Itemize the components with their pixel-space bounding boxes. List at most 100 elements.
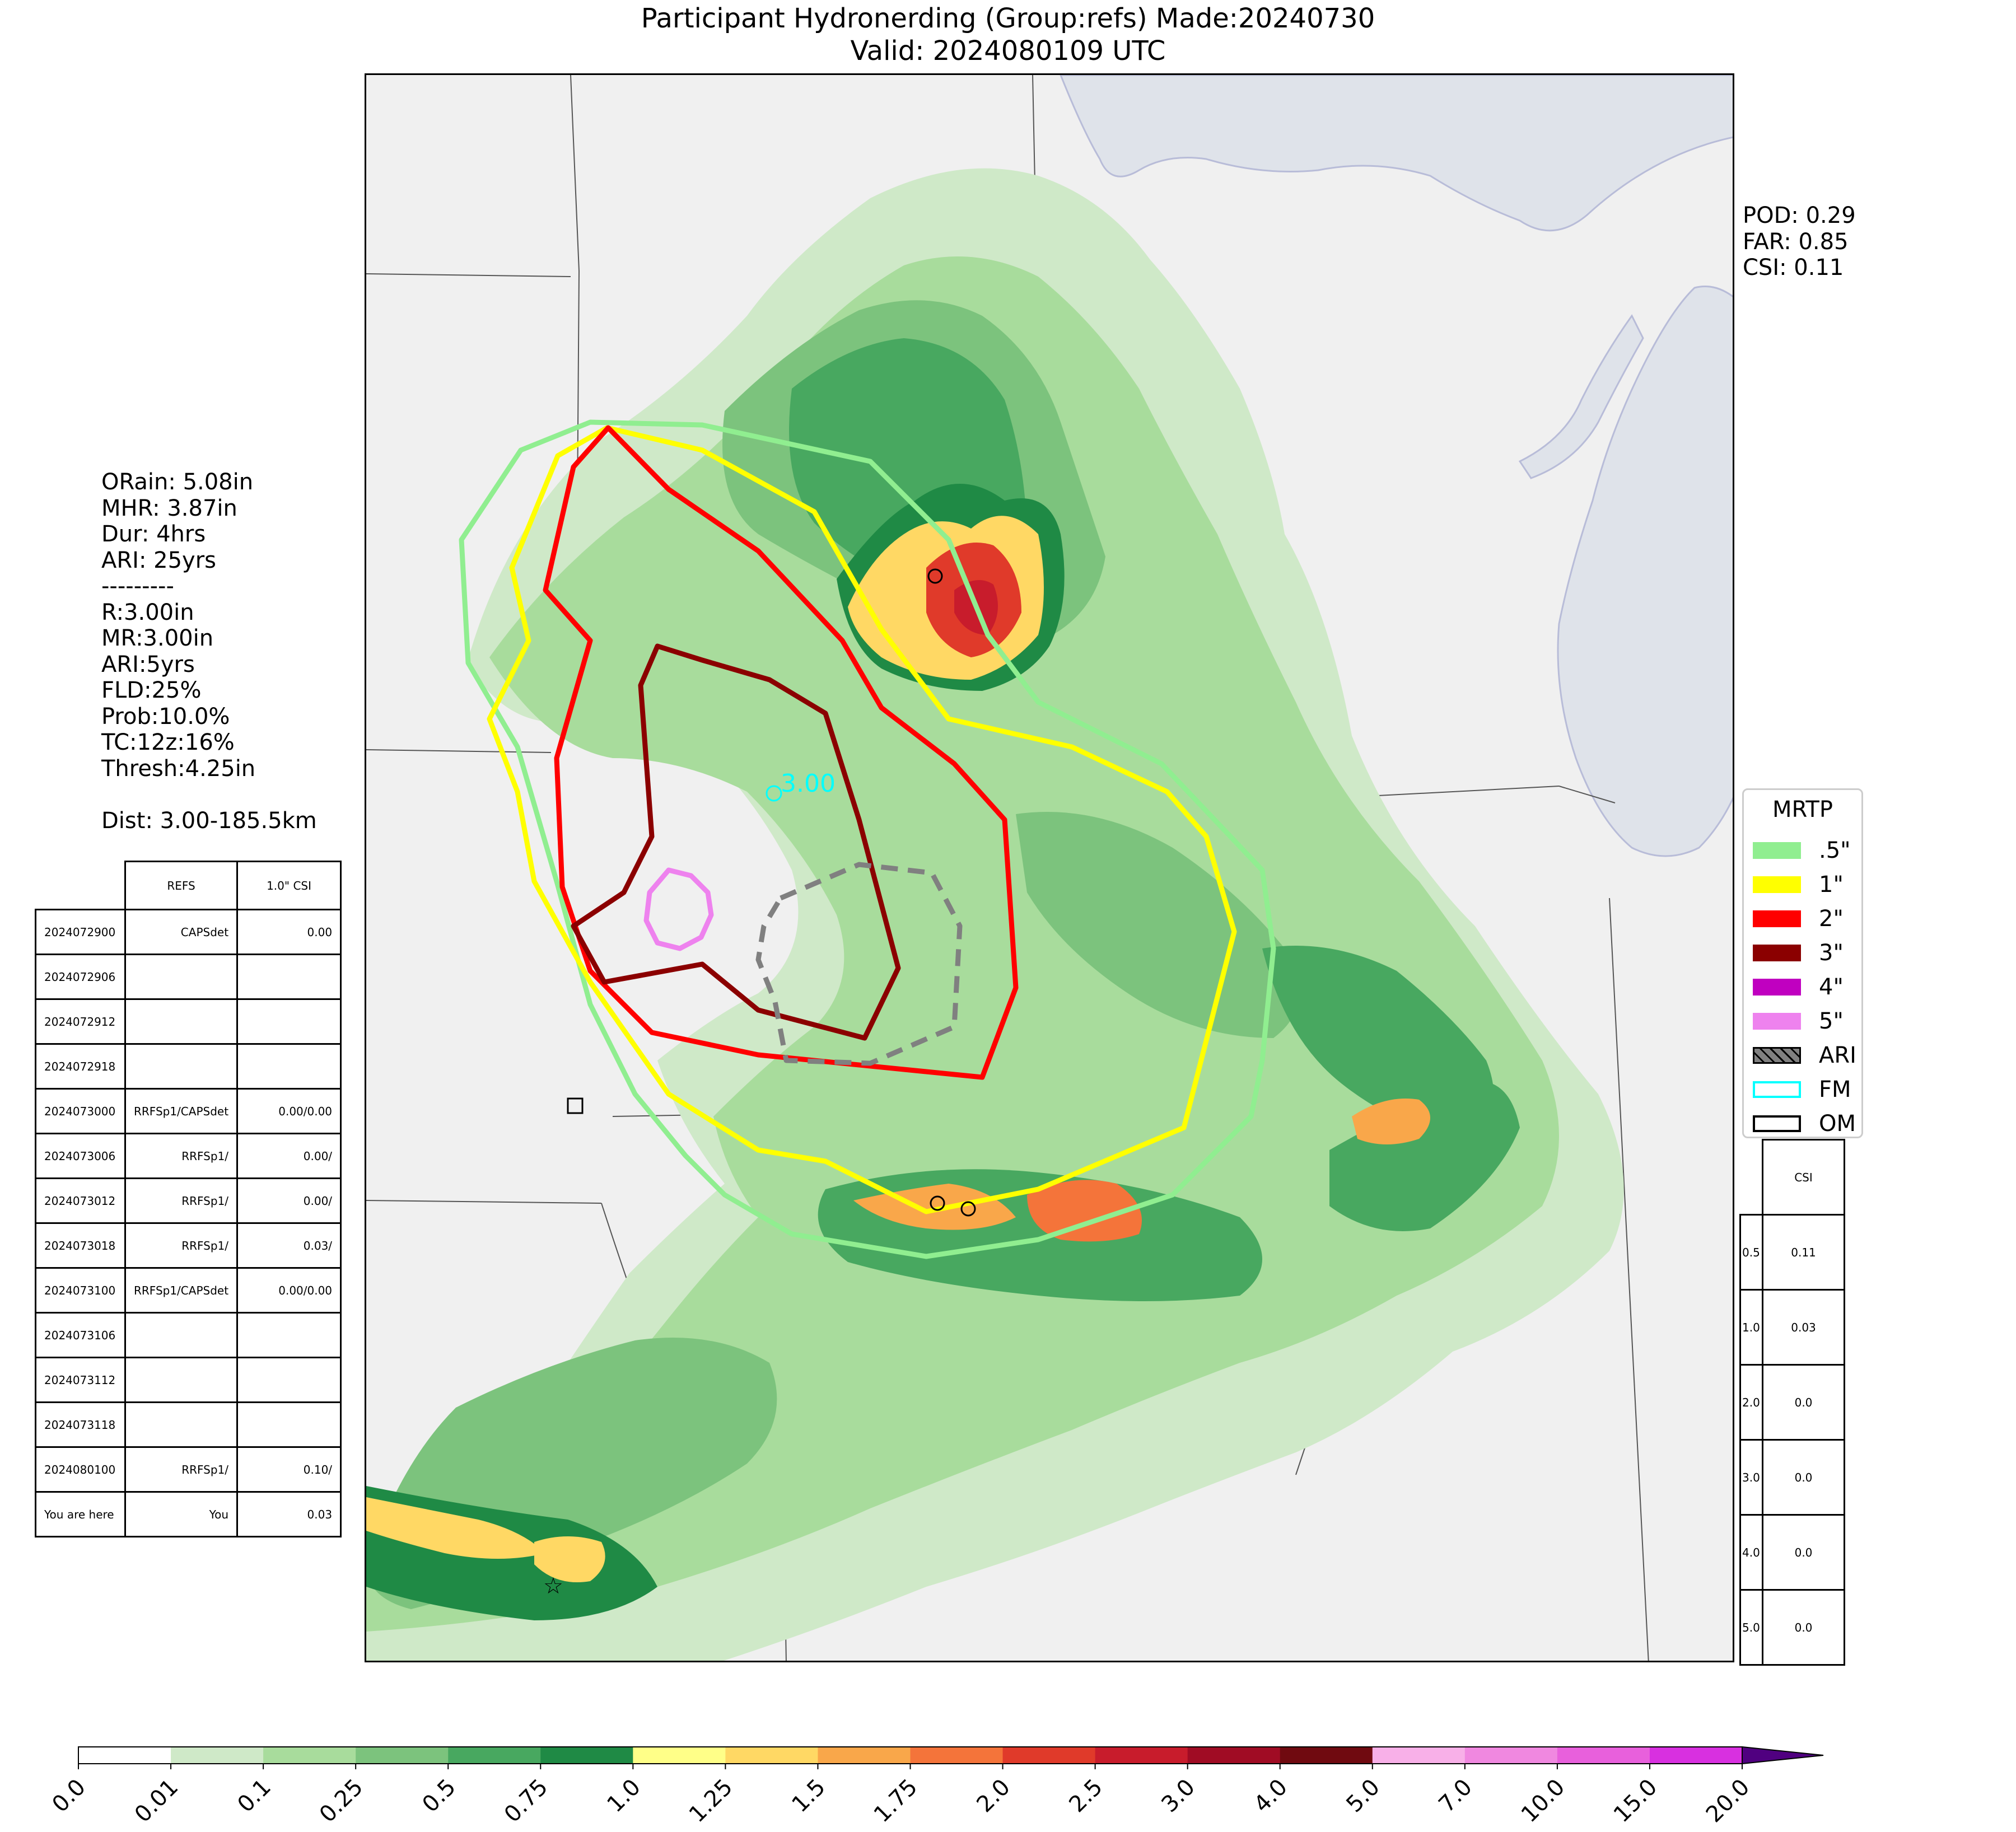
- history-cell: 2024073106: [35, 1312, 126, 1358]
- colorbar-bin: [78, 1747, 171, 1764]
- history-cell: 2024072918: [35, 1043, 126, 1090]
- history-cell: 0.03: [236, 1491, 342, 1537]
- history-row: 2024072900 CAPSdet 0.00: [35, 909, 342, 955]
- csi-row: 0.5 0.11: [1739, 1214, 1845, 1291]
- verification-stat-line: POD: 0.29: [1743, 203, 1856, 228]
- csi-cell: 0.0: [1762, 1514, 1845, 1591]
- history-row: 2024073106: [35, 1312, 342, 1358]
- colorbar-bin: [1557, 1747, 1650, 1764]
- legend-swatch: [1753, 876, 1801, 893]
- history-cell: RRFSp1/: [124, 1177, 239, 1224]
- left-stat-line: FLD:25%: [101, 677, 202, 703]
- csi-cell: 0.5: [1739, 1214, 1763, 1291]
- csi-cell: 2.0: [1739, 1364, 1763, 1441]
- left-stat-line: Prob:10.0%: [101, 703, 230, 730]
- colorbar-bin: [171, 1747, 264, 1764]
- csi-cell: 0.03: [1762, 1289, 1845, 1366]
- legend-item: OM: [1753, 1111, 1856, 1137]
- history-cell: 0.00/: [236, 1177, 342, 1224]
- csi-cell: 4.0: [1739, 1514, 1763, 1591]
- history-table: REFS 1.0" CSI 2024072900 CAPSdet 0.00 2024072…: [35, 861, 342, 1537]
- history-row: You are here You 0.03: [35, 1491, 342, 1537]
- history-row: 2024073112: [35, 1357, 342, 1403]
- legend-swatch: [1753, 910, 1801, 927]
- csi-cell: 0.0: [1762, 1364, 1845, 1441]
- history-row: 2024073118: [35, 1401, 342, 1448]
- colorbar-bin: [1464, 1747, 1558, 1764]
- history-cell: 0.00: [236, 909, 342, 955]
- history-cell: RRFSp1/CAPSdet: [124, 1088, 239, 1134]
- history-cell: [124, 998, 239, 1045]
- history-row: 2024072912: [35, 998, 342, 1045]
- legend-swatch: [1753, 1081, 1801, 1098]
- legend-label: 3": [1819, 940, 1844, 966]
- contour-0.5in: [459, 419, 1276, 1259]
- colorbar-bin: [540, 1747, 633, 1764]
- left-stat-line: ORain: 5.08in: [101, 469, 254, 495]
- history-cell: 2024073000: [35, 1088, 126, 1134]
- csi-row: 5.0 0.0: [1739, 1589, 1845, 1666]
- om-marker: [567, 1097, 584, 1114]
- left-stat-line: TC:12z:16%: [101, 730, 235, 755]
- csi-cell: 5.0: [1739, 1589, 1763, 1666]
- verification-stat-line: CSI: 0.11: [1743, 255, 1844, 281]
- left-stat-line: R:3.00in: [101, 599, 194, 625]
- history-cell: [124, 1043, 239, 1090]
- left-stat-line: MR:3.00in: [101, 625, 214, 651]
- figure-title-line1: Participant Hydronerding (Group:refs) Ma…: [641, 3, 1375, 34]
- csi-cell: 1.0: [1739, 1289, 1763, 1366]
- contour-1in: [487, 425, 1237, 1214]
- history-cell: 0.03/: [236, 1222, 342, 1269]
- legend-label: .5": [1819, 838, 1851, 863]
- history-cell: [236, 1312, 342, 1358]
- history-row: 2024073018 RRFSp1/0.03/: [35, 1222, 342, 1269]
- csi-cell: 0.0: [1762, 1589, 1845, 1666]
- colorbar-bin: [633, 1747, 726, 1764]
- green-bay: [1518, 314, 1644, 479]
- legend-item: 3": [1753, 940, 1844, 966]
- left-stat-line: [101, 782, 317, 808]
- history-cell: 2024073018: [35, 1222, 126, 1269]
- qpf-shading: [366, 168, 1624, 1661]
- left-stat-line: Thresh:4.25in: [101, 755, 256, 782]
- lake-michigan: [1557, 286, 1733, 857]
- colorbar-bin: [448, 1747, 541, 1764]
- legend-label: 2": [1819, 906, 1844, 932]
- legend-swatch: [1753, 842, 1801, 859]
- legend-item: ARI: [1753, 1043, 1856, 1068]
- verification-stats-panel: POD: 0.29 FAR: 0.85 CSI: 0.11: [1743, 203, 1856, 281]
- history-cell: 2024073006: [35, 1133, 126, 1179]
- precipitation-map: 3.00 ☆: [365, 73, 1734, 1662]
- legend-item: 2": [1753, 906, 1844, 932]
- legend-item: 4": [1753, 974, 1844, 1000]
- legend-label: FM: [1819, 1077, 1851, 1102]
- history-cell: RRFSp1/: [124, 1446, 239, 1493]
- history-row: 2024073012 RRFSp1/0.00/: [35, 1177, 342, 1224]
- colorbar-bin: [1095, 1747, 1188, 1764]
- history-cell: 2024072906: [35, 954, 126, 1000]
- history-cell: CAPSdet: [124, 909, 239, 955]
- history-cell: [236, 1043, 342, 1090]
- colorbar-bin: [356, 1747, 449, 1764]
- csi-cell: 0.0: [1762, 1439, 1845, 1516]
- history-cell: 2024073012: [35, 1177, 126, 1224]
- left-stat-line: MHR: 3.87in: [101, 495, 237, 521]
- history-cell: [236, 1401, 342, 1448]
- csi-row: 1.0 0.03: [1739, 1289, 1845, 1366]
- left-stat-line: Dist: 3.00-185.5km: [101, 807, 317, 834]
- legend-item: FM: [1753, 1077, 1851, 1102]
- legend-item: 1": [1753, 872, 1844, 898]
- left-stat-line: ARI: 25yrs: [101, 547, 216, 573]
- lake-superior: [1060, 75, 1733, 232]
- colorbar-bin: [263, 1747, 356, 1764]
- contour-5in: [643, 867, 714, 951]
- csi-table: CSI 0.5 0.11 1.0 0.03 2.0 0.0 3.0 0.0 4.0 0.0 5.0 0.…: [1739, 1139, 1845, 1666]
- csi-row: 4.0 0.0: [1739, 1514, 1845, 1591]
- legend-swatch: [1753, 979, 1801, 996]
- colorbar-bin: [725, 1747, 818, 1764]
- history-cell: 2024080100: [35, 1446, 126, 1493]
- legend-label: 4": [1819, 974, 1844, 1000]
- legend-title: MRTP: [1772, 797, 1833, 822]
- history-row: 2024072918: [35, 1043, 342, 1090]
- legend-item: 5": [1753, 1008, 1844, 1034]
